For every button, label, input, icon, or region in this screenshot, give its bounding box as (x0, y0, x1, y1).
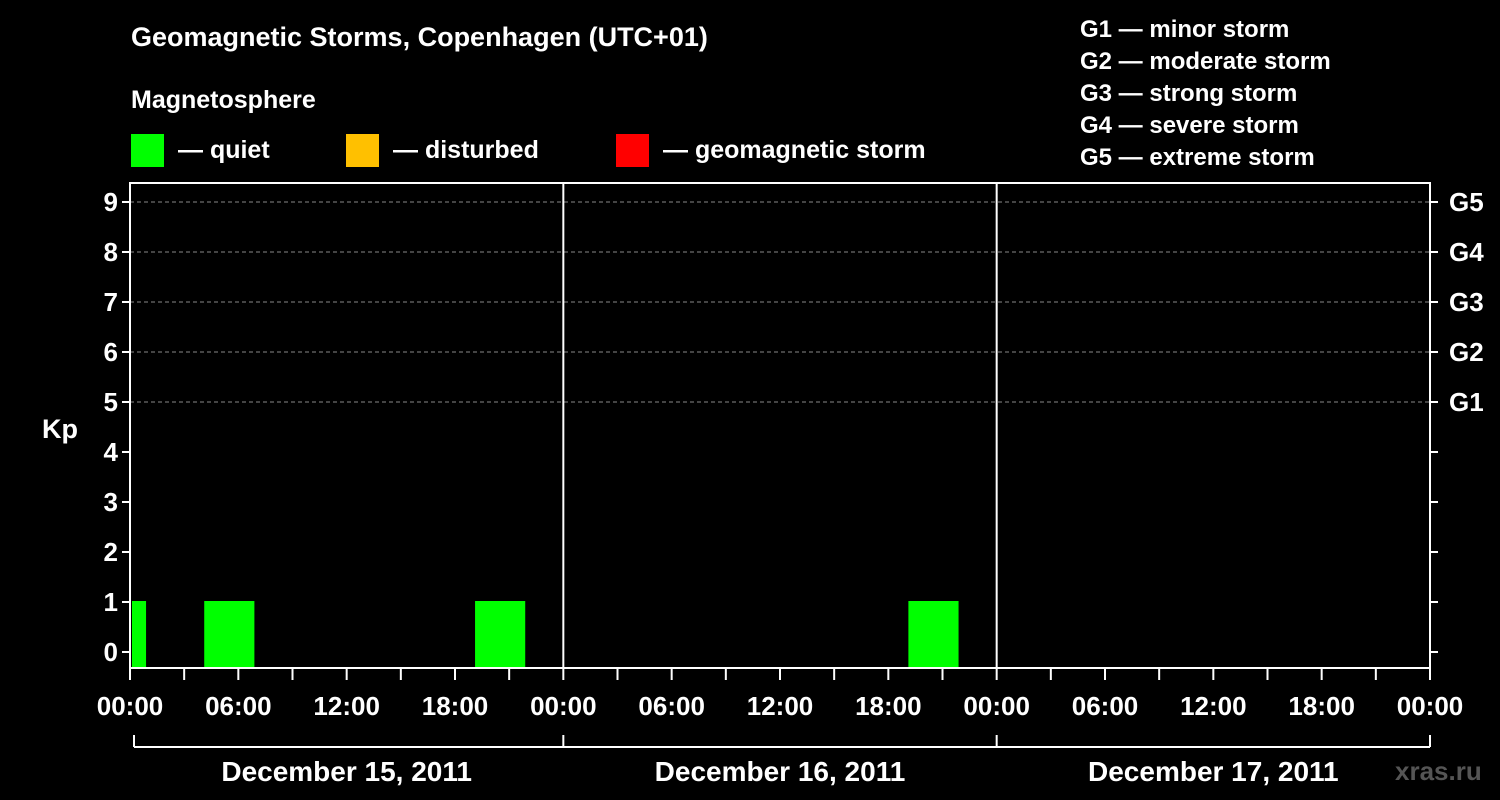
legend-quiet: — quiet (131, 133, 270, 167)
x-tick-label: 18:00 (855, 691, 922, 721)
y-tick-label: 6 (104, 337, 118, 367)
magnetosphere-title: Magnetosphere (131, 86, 316, 114)
x-tick-label: 00:00 (530, 691, 597, 721)
legend-quiet-label: — quiet (178, 135, 270, 164)
storm-swatch (616, 133, 649, 167)
y-tick-label: 9 (104, 187, 118, 217)
day-label: December 17, 2011 (1088, 756, 1339, 787)
y-tick-label: 4 (104, 437, 119, 467)
y-tick-label: 3 (104, 487, 118, 517)
x-tick-label: 00:00 (963, 691, 1030, 721)
kp-bar (132, 601, 147, 668)
storm-level-label: G4 (1449, 237, 1484, 267)
storm-scale-g5: G5 — extreme storm (1080, 144, 1315, 171)
storm-scale-g1: G1 — minor storm (1080, 16, 1290, 43)
legend-disturbed: — disturbed (346, 133, 539, 167)
storm-level-label: G3 (1449, 287, 1484, 317)
x-tick-label: 00:00 (97, 691, 164, 721)
kp-bar (908, 601, 959, 668)
kp-bar (475, 601, 526, 668)
quiet-swatch (131, 133, 164, 167)
y-tick-label: 5 (104, 387, 118, 417)
legend-storm: — geomagnetic storm (616, 133, 926, 167)
legend-disturbed-label: — disturbed (393, 135, 539, 164)
x-tick-label: 12:00 (1180, 691, 1247, 721)
x-tick-label: 06:00 (1072, 691, 1139, 721)
y-tick-label: 1 (104, 587, 118, 617)
day-label: December 15, 2011 (221, 756, 472, 787)
x-tick-label: 18:00 (422, 691, 489, 721)
x-tick-label: 00:00 (1397, 691, 1464, 721)
y-tick-label: 2 (104, 537, 118, 567)
y-tick-label: 0 (104, 637, 118, 667)
storm-level-label: G1 (1449, 387, 1484, 417)
y-axis-label: Kp (42, 414, 78, 444)
x-tick-label: 06:00 (205, 691, 272, 721)
storm-level-label: G5 (1449, 187, 1484, 217)
watermark: xras.ru (1395, 756, 1482, 786)
x-tick-label: 18:00 (1288, 691, 1355, 721)
chart-title: Geomagnetic Storms, Copenhagen (UTC+01) (131, 22, 708, 52)
kp-bar (204, 601, 255, 668)
day-label: December 16, 2011 (655, 756, 906, 787)
storm-scale-g4: G4 — severe storm (1080, 112, 1299, 139)
y-tick-label: 7 (104, 287, 118, 317)
x-tick-label: 12:00 (747, 691, 814, 721)
x-tick-label: 06:00 (638, 691, 705, 721)
disturbed-swatch (346, 133, 379, 167)
y-tick-label: 8 (104, 237, 118, 267)
storm-scale-legend: G1 — minor storm G2 — moderate storm G3 … (1080, 14, 1331, 174)
x-tick-label: 12:00 (313, 691, 380, 721)
storm-scale-g2: G2 — moderate storm (1080, 48, 1331, 75)
legend-storm-label: — geomagnetic storm (663, 135, 926, 164)
plot-frame (129, 182, 1431, 669)
storm-scale-g3: G3 — strong storm (1080, 80, 1298, 107)
storm-level-label: G2 (1449, 337, 1484, 367)
